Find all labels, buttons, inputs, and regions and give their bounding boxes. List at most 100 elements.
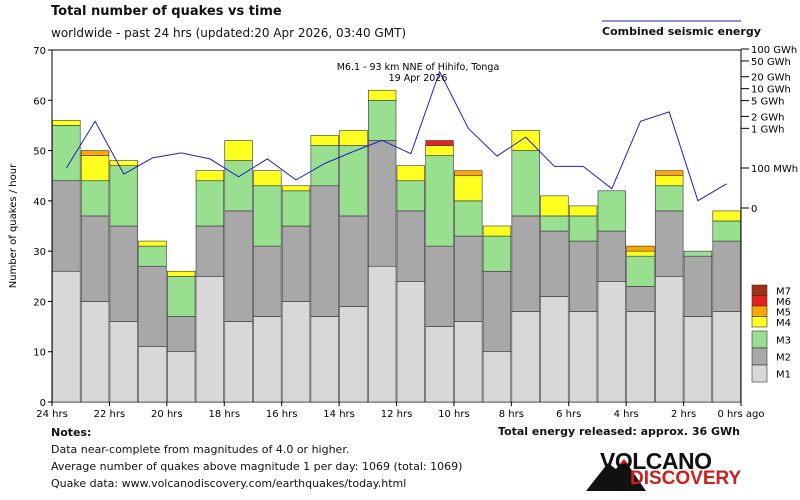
bar-M3-15 — [482, 235, 512, 272]
y-tick-label: 70 — [33, 46, 46, 57]
y-tick-label: 30 — [33, 247, 46, 258]
bar-M1-21 — [655, 275, 684, 403]
legend-swatch-M2 — [751, 347, 768, 366]
bars — [52, 89, 741, 403]
x-tick-label: 20 hrs — [151, 409, 183, 420]
axes: 0 10 20 30 40 50 60 70 24 hrs 22 hrs 20 hrs 18 hrs 1… — [33, 45, 798, 420]
bar-M3-1 — [80, 180, 110, 217]
bar-M2-2 — [109, 225, 138, 322]
annotation-title: M6.1 - 93 km NNE of Hihifo, Tonga — [337, 62, 500, 73]
bar-M1-17 — [540, 296, 569, 403]
bar-M4-4 — [167, 270, 196, 277]
notes-line-3: Quake data: www.volcanodiscovery.com/ear… — [51, 477, 407, 490]
bar-M3-5 — [195, 180, 225, 227]
bar-M2-11 — [367, 140, 397, 267]
bar-M2-6 — [224, 210, 253, 322]
energy-line — [65, 70, 727, 202]
bar-M4-10 — [339, 130, 368, 146]
logo-text-discovery: DISCOVERY — [630, 468, 742, 489]
bar-M2-4 — [167, 316, 196, 353]
annotation-date: 19 Apr 2026 — [389, 73, 448, 84]
bar-M3-13 — [425, 155, 454, 247]
bar-M4-11 — [367, 89, 397, 101]
bar-M2-12 — [396, 210, 426, 282]
y-tick-label: 40 — [33, 197, 46, 208]
bar-M2-0 — [52, 180, 81, 272]
y-tick-label: 50 — [33, 147, 46, 158]
legend-label-M2: M2 — [776, 353, 791, 364]
bar-M3-19 — [597, 190, 626, 232]
bar-M5-1 — [80, 150, 110, 156]
bar-M4-18 — [568, 205, 598, 217]
x-tick-label: 6 hrs — [556, 409, 581, 420]
legend-label-M4: M4 — [776, 318, 791, 329]
bar-M3-11 — [367, 99, 397, 141]
bar-M1-12 — [396, 281, 426, 403]
bar-M2-13 — [425, 245, 454, 327]
bar-M1-10 — [339, 306, 368, 403]
bar-M4-6 — [224, 140, 253, 161]
notes-line-2: Average number of quakes above magnitude… — [51, 460, 463, 473]
energy-tick-label: 2 GWh — [751, 112, 785, 123]
bar-M3-8 — [281, 190, 311, 227]
legend-swatch-M7 — [751, 284, 768, 296]
bar-M2-18 — [568, 240, 598, 312]
legend-label-M6: M6 — [776, 297, 791, 308]
bar-M2-17 — [540, 230, 569, 297]
bar-M2-1 — [80, 215, 110, 302]
legend-label-M1: M1 — [776, 370, 791, 381]
bar-M1-11 — [367, 265, 397, 403]
legend-label-M7: M7 — [776, 286, 791, 297]
chart-subtitle: worldwide - past 24 hrs (updated:20 Apr … — [51, 26, 407, 40]
legend-swatch-M4 — [751, 316, 768, 328]
bar-M2-19 — [597, 230, 626, 282]
bar-M3-2 — [109, 165, 138, 227]
x-tick-label: 12 hrs — [381, 409, 413, 420]
bar-M1-5 — [195, 275, 225, 403]
legend-swatch-M6 — [751, 295, 768, 307]
energy-tick-label: 100 MWh — [751, 164, 798, 175]
bar-M4-8 — [281, 185, 311, 192]
bar-M3-9 — [310, 145, 339, 187]
logo-text-volcano: VOLCANO — [600, 448, 712, 474]
bar-M6-13 — [425, 140, 454, 146]
volcanodiscovery-logo[interactable]: VOLCANO DISCOVERY — [586, 448, 786, 492]
legend-swatch-M1 — [751, 364, 768, 383]
x-tick-label: 2 hrs — [671, 409, 696, 420]
y-tick-label: 60 — [33, 96, 46, 107]
bar-M1-8 — [281, 301, 311, 403]
bar-M3-21 — [655, 185, 684, 212]
x-tick-label: 8 hrs — [499, 409, 524, 420]
bar-M1-23 — [712, 311, 741, 403]
notes-line-1: Data near-complete from magnitudes of 4.… — [51, 443, 350, 456]
bar-M4-1 — [80, 155, 110, 182]
bar-M3-3 — [138, 245, 167, 267]
bar-M2-9 — [310, 185, 339, 317]
energy-series-line — [65, 70, 727, 202]
energy-tick-label: 5 GWh — [751, 97, 785, 108]
bar-M4-14 — [454, 175, 483, 202]
bar-M2-22 — [683, 255, 713, 317]
bar-M1-15 — [482, 351, 512, 403]
bar-M4-16 — [511, 130, 540, 151]
x-tick-label: 0 hrs ago — [718, 409, 765, 420]
bar-M2-20 — [626, 286, 655, 312]
bar-M2-14 — [454, 235, 483, 322]
x-tick-label: 10 hrs — [438, 409, 470, 420]
legend-label-M5: M5 — [776, 307, 791, 318]
bar-M1-7 — [253, 316, 282, 403]
energy-legend-label: Combined seismic energy — [602, 25, 761, 38]
bar-M3-4 — [167, 275, 196, 317]
bar-M2-3 — [138, 265, 167, 347]
bar-M2-8 — [281, 225, 311, 302]
bar-M5-14 — [454, 170, 483, 177]
bar-M2-16 — [511, 215, 540, 312]
bar-M4-0 — [52, 120, 81, 126]
bar-M1-16 — [511, 311, 540, 403]
bar-M3-20 — [626, 255, 655, 287]
chart-title: Total number of quakes vs time — [51, 4, 282, 19]
bar-M1-0 — [52, 270, 81, 403]
energy-tick-label: 100 GWh — [751, 45, 797, 56]
